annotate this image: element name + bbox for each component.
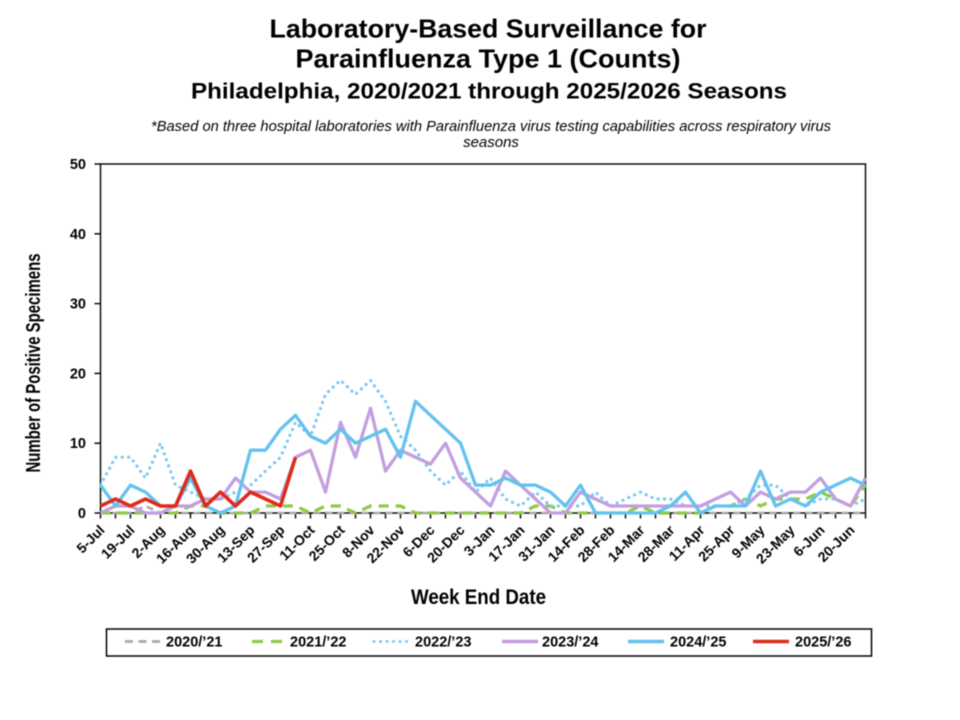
svg-text:10: 10: [70, 436, 86, 452]
svg-text:Philadelphia, 2020/2021 throug: Philadelphia, 2020/2021 through 2025/202…: [191, 79, 787, 104]
svg-text:Number of Positive Specimens: Number of Positive Specimens: [23, 254, 45, 473]
svg-text:2025/’26: 2025/’26: [795, 635, 851, 651]
svg-text:2021/’22: 2021/’22: [290, 635, 346, 651]
svg-text:2020/’21: 2020/’21: [166, 635, 222, 651]
svg-text:seasons: seasons: [463, 134, 519, 151]
svg-text:2022/’23: 2022/’23: [415, 635, 471, 651]
svg-text:30: 30: [70, 297, 86, 313]
svg-text:Week End Date: Week End Date: [411, 586, 546, 609]
svg-text:20: 20: [70, 366, 86, 382]
svg-text:Laboratory-Based Surveillance: Laboratory-Based Surveillance for: [270, 14, 707, 44]
svg-text:40: 40: [70, 227, 86, 243]
svg-text:Parainfluenza Type 1 (Counts): Parainfluenza Type 1 (Counts): [296, 44, 681, 74]
svg-text:*Based on three hospital labor: *Based on three hospital laboratories wi…: [151, 118, 831, 135]
svg-text:2024/’25: 2024/’25: [670, 635, 726, 651]
svg-text:2023/’24: 2023/’24: [542, 635, 598, 651]
svg-text:50: 50: [70, 157, 86, 173]
svg-text:0: 0: [78, 506, 86, 522]
